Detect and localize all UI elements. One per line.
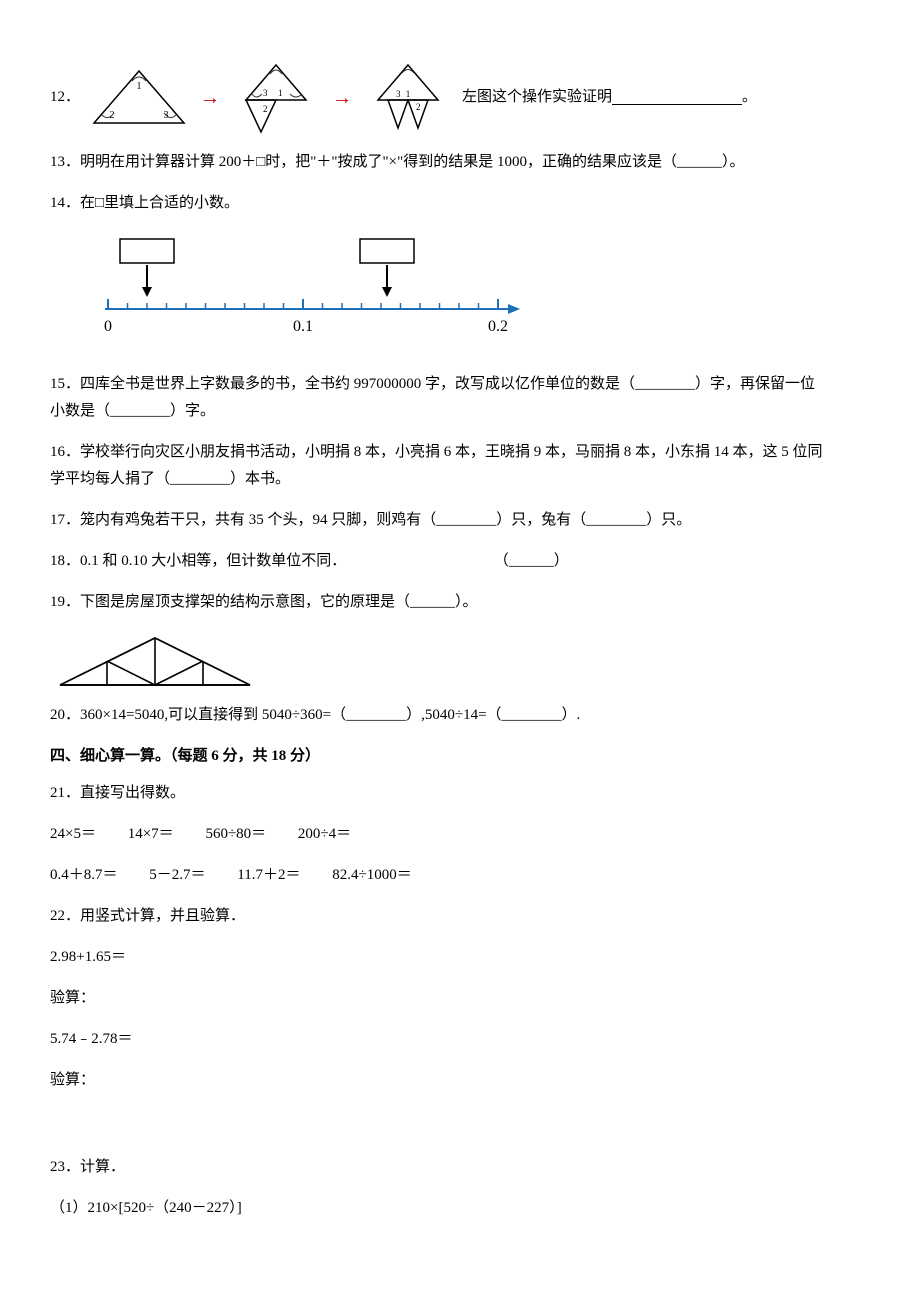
question-22-check1: 验算： — [50, 985, 870, 1012]
question-21-row2: 0.4＋8.7＝ 5－2.7＝ 11.7＋2＝ 82.4÷1000＝ — [50, 862, 870, 889]
question-20: 20．360×14=5040,可以直接得到 5040÷360=（________… — [50, 702, 870, 729]
section-4-header: 四、细心算一算。（每题 6 分，共 18 分） — [50, 743, 870, 770]
svg-text:2: 2 — [263, 104, 268, 114]
truss-diagram — [50, 630, 870, 690]
calc-200d4: 200÷4＝ — [298, 821, 351, 848]
question-12: 12． 1 2 3 → 3 1 2 → 3 1 — [50, 60, 870, 135]
question-18-paren: （______） — [494, 553, 569, 569]
triangle-diagram-2: 3 1 2 — [226, 60, 326, 135]
question-18: 18．0.1 和 0.10 大小相等，但计数单位不同． （______） — [50, 548, 870, 575]
question-14-text: 14．在□里填上合适的小数。 — [50, 195, 239, 211]
question-22-expr2: 5.74﹣2.78＝ — [50, 1026, 870, 1053]
question-17: 17．笼内有鸡兔若干只，共有 35 个头，94 只脚，则鸡有（________）… — [50, 507, 870, 534]
tick-2: 0.2 — [488, 318, 508, 335]
question-22-expr1: 2.98+1.65＝ — [50, 944, 870, 971]
triangle-diagram-1: 1 2 3 — [84, 63, 194, 133]
question-21-title: 21．直接写出得数。 — [50, 780, 870, 807]
question-20-text: 20．360×14=5040,可以直接得到 5040÷360=（________… — [50, 707, 580, 723]
blank-line — [612, 90, 742, 105]
svg-text:3: 3 — [396, 89, 401, 99]
number-line-diagram: 0 0.1 0.2 — [90, 231, 870, 351]
question-16-line1: 16．学校举行向灾区小朋友捐书活动，小明捐 8 本，小亮捐 6 本，王晓捐 9 … — [50, 439, 870, 466]
question-12-number: 12． — [50, 84, 80, 111]
question-22-title: 22．用竖式计算，并且验算． — [50, 903, 870, 930]
svg-text:2: 2 — [416, 102, 421, 112]
tick-1: 0.1 — [293, 318, 313, 335]
question-16: 16．学校举行向灾区小朋友捐书活动，小明捐 8 本，小亮捐 6 本，王晓捐 9 … — [50, 439, 870, 493]
calc-14x7: 14×7＝ — [128, 821, 174, 848]
question-12-period: 。 — [742, 84, 757, 111]
question-15-line1: 15．四库全书是世界上字数最多的书，全书约 997000000 字，改写成以亿作… — [50, 371, 870, 398]
question-19-text: 19．下图是房屋顶支撑架的结构示意图，它的原理是（______）。 — [50, 594, 478, 610]
calc-560d80: 560÷80＝ — [205, 821, 266, 848]
question-15-line2: 小数是（________）字。 — [50, 398, 870, 425]
question-23-sub1: （1）210×[520÷（240－227）] — [50, 1195, 870, 1222]
arrow-icon: → — [200, 80, 220, 116]
tick-0: 0 — [104, 318, 112, 335]
triangle-diagram-3: 3 1 2 — [358, 60, 458, 135]
question-13-text: 13．明明在用计算器计算 200＋□时，把"＋"按成了"×"得到的结果是 100… — [50, 154, 745, 170]
arrow-icon: → — [332, 80, 352, 116]
question-23-title: 23．计算． — [50, 1154, 870, 1181]
question-18-text: 18．0.1 和 0.10 大小相等，但计数单位不同． — [50, 548, 490, 575]
question-16-line2: 学平均每人捐了（________）本书。 — [50, 466, 870, 493]
question-14: 14．在□里填上合适的小数。 — [50, 190, 870, 217]
question-19: 19．下图是房屋顶支撑架的结构示意图，它的原理是（______）。 — [50, 589, 870, 616]
calc-24x5: 24×5＝ — [50, 821, 96, 848]
question-12-text: 左图这个操作实验证明 — [462, 84, 612, 111]
calc-5m27: 5－2.7＝ — [149, 862, 205, 889]
svg-text:1: 1 — [278, 88, 283, 98]
calc-824d1000: 82.4÷1000＝ — [332, 862, 411, 889]
question-13: 13．明明在用计算器计算 200＋□时，把"＋"按成了"×"得到的结果是 100… — [50, 149, 870, 176]
svg-text:3: 3 — [263, 88, 268, 98]
question-22-check2: 验算： — [50, 1067, 870, 1094]
question-15: 15．四库全书是世界上字数最多的书，全书约 997000000 字，改写成以亿作… — [50, 371, 870, 425]
question-21-row1: 24×5＝ 14×7＝ 560÷80＝ 200÷4＝ — [50, 821, 870, 848]
calc-117p2: 11.7＋2＝ — [237, 862, 300, 889]
question-17-text: 17．笼内有鸡兔若干只，共有 35 个头，94 只脚，则鸡有（________）… — [50, 512, 691, 528]
svg-text:1: 1 — [137, 81, 142, 92]
svg-text:1: 1 — [406, 89, 411, 99]
calc-04p87: 0.4＋8.7＝ — [50, 862, 118, 889]
